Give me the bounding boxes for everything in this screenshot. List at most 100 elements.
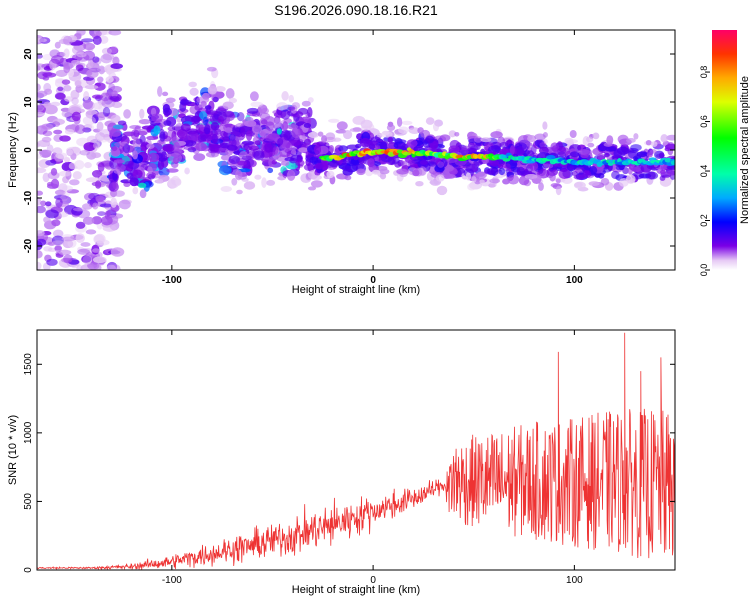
heatmap-cell	[110, 197, 117, 208]
colorbar-tick-label: 0.8	[699, 66, 709, 79]
heatmap-cell	[139, 108, 145, 119]
heatmap-cell	[659, 175, 666, 181]
heatmap-cell	[220, 186, 233, 192]
heatmap-cell	[597, 173, 605, 179]
heatmap-cell	[101, 215, 113, 226]
heatmap-cell	[401, 120, 413, 126]
heatmap-cell	[197, 134, 207, 143]
heatmap-cell	[207, 147, 219, 154]
heatmap-cell	[132, 169, 143, 179]
spectrogram-blobs	[37, 30, 675, 270]
heatmap-cell	[129, 177, 139, 187]
heatmap-cell	[37, 90, 48, 97]
heatmap-cell	[387, 156, 400, 165]
heatmap-cell	[68, 104, 82, 115]
heatmap-cell	[92, 248, 100, 253]
heatmap-cell	[569, 151, 580, 158]
heatmap-cell	[317, 131, 324, 137]
heatmap-cell	[93, 141, 101, 150]
heatmap-cell	[101, 47, 112, 55]
heatmap-cell	[231, 178, 238, 186]
heatmap-cell	[47, 241, 57, 246]
heatmap-cell	[124, 160, 134, 168]
heatmap-cell	[77, 248, 90, 255]
heatmap-cell	[200, 100, 207, 108]
heatmap-cell	[102, 106, 111, 117]
heatmap-cell	[237, 160, 247, 166]
heatmap-cell	[417, 127, 424, 134]
heatmap-cell	[509, 145, 515, 155]
heatmap-cell	[85, 229, 97, 235]
heatmap-cell	[356, 133, 364, 141]
heatmap-cell	[282, 121, 289, 132]
heatmap-cell	[82, 203, 93, 210]
heatmap-cell	[82, 50, 96, 61]
heatmap-cell	[146, 135, 159, 141]
heatmap-cell	[118, 199, 131, 210]
heatmap-cell	[252, 136, 261, 144]
heatmap-cell	[163, 120, 172, 126]
heatmap-cell	[604, 152, 610, 158]
heatmap-cell	[443, 164, 454, 172]
heatmap-cell	[183, 146, 196, 151]
heatmap-cell	[381, 131, 393, 138]
heatmap-cell	[112, 56, 120, 66]
heatmap-cell	[586, 136, 594, 143]
heatmap-cell	[499, 141, 509, 149]
heatmap-cell	[290, 149, 297, 155]
heatmap-cell	[41, 136, 52, 143]
heatmap-cell	[265, 121, 275, 131]
heatmap-cell	[75, 233, 85, 243]
heatmap-cell	[58, 170, 71, 177]
heatmap-cell	[281, 91, 289, 101]
heatmap-cell	[43, 216, 51, 224]
heatmap-cell	[412, 169, 420, 177]
heatmap-cell	[569, 129, 577, 139]
heatmap-cell	[74, 160, 85, 170]
heatmap-cell	[327, 118, 340, 123]
heatmap-cell	[473, 160, 483, 166]
heatmap-cell	[194, 104, 203, 111]
heatmap-cell	[252, 124, 262, 135]
heatmap-cell	[66, 149, 74, 156]
heatmap-cell	[437, 161, 445, 168]
heatmap-cell	[249, 91, 259, 102]
heatmap-cell	[236, 111, 245, 122]
heatmap-cell	[61, 110, 71, 118]
heatmap-cell	[55, 197, 63, 208]
heatmap-cell	[58, 211, 69, 218]
heatmap-cell	[66, 189, 80, 194]
heatmap-cell	[618, 178, 629, 187]
heatmap-cell	[64, 96, 74, 102]
heatmap-cell	[141, 125, 155, 130]
heatmap-cell	[415, 180, 424, 187]
heatmap-cell	[571, 171, 578, 176]
heatmap-cell	[443, 174, 456, 179]
heatmap-cell	[37, 111, 46, 117]
heatmap-cell	[465, 172, 472, 181]
heatmap-cell	[670, 160, 675, 166]
heatmap-cell	[38, 149, 52, 156]
heatmap-cell	[346, 160, 360, 167]
heatmap-cell	[135, 138, 143, 145]
heatmap-cell	[597, 153, 605, 160]
heatmap-cell	[246, 158, 255, 167]
heatmap-cell	[109, 85, 123, 93]
heatmap-cell	[108, 181, 119, 193]
heatmap-cell	[218, 165, 232, 176]
heatmap-cell	[93, 30, 108, 36]
heatmap-cell	[307, 107, 313, 118]
heatmap-cell	[82, 115, 96, 126]
heatmap-cell	[92, 102, 103, 110]
heatmap-cell	[184, 140, 197, 147]
heatmap-cell	[310, 180, 323, 188]
heatmap-cell	[114, 141, 126, 147]
heatmap-cell	[228, 155, 240, 164]
heatmap-cell	[102, 224, 117, 232]
heatmap-cell	[113, 168, 121, 174]
heatmap-cell	[71, 111, 81, 122]
heatmap-cell	[432, 122, 440, 132]
heatmap-cell	[486, 167, 499, 176]
heatmap-cell	[63, 35, 73, 46]
heatmap-cell	[243, 120, 257, 127]
